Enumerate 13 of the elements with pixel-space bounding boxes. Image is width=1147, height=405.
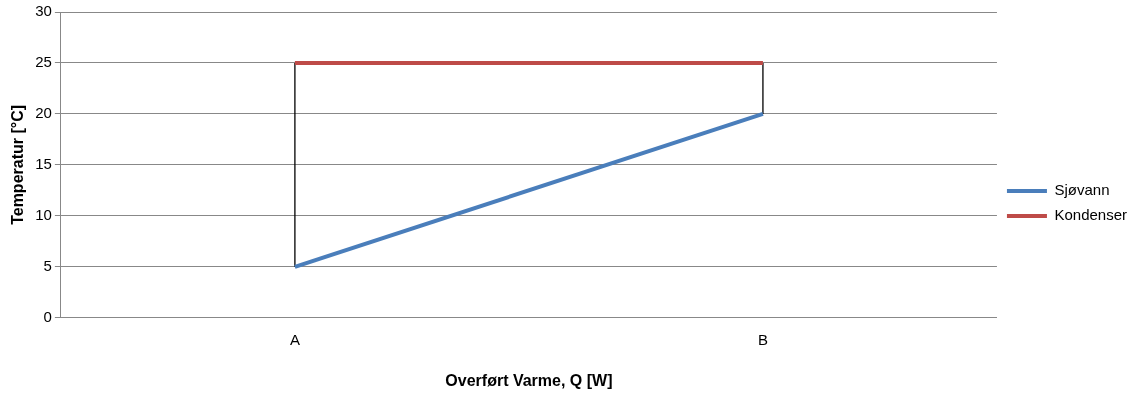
y-tick-label: 10 [35,206,52,224]
x-axis-title: Overført Varme, Q [W] [445,371,613,389]
x-tick-label: B [757,330,768,348]
y-tick-label: 20 [35,104,52,122]
y-tick-label: 5 [43,256,52,274]
y-tick-label: 15 [35,155,52,173]
y-tick-label: 25 [35,53,52,71]
y-axis-title: Temperatur [°C] [9,104,27,225]
y-tick-label: 30 [35,2,52,20]
legend-label: Kondenser [1054,206,1128,224]
legend-label: Sjøvann [1054,181,1110,199]
x-tick-label: A [289,330,300,348]
y-tick-label: 0 [43,307,52,325]
